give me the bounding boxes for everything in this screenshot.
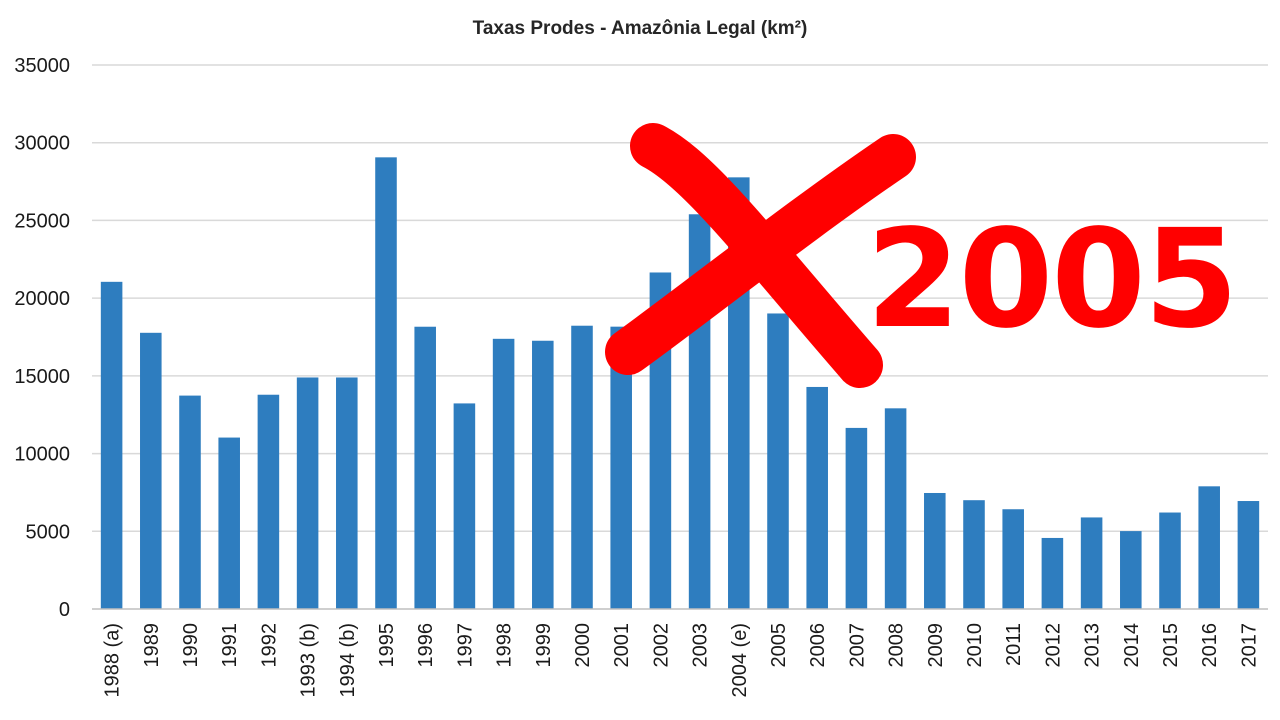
y-tick-label: 30000 [14,133,70,155]
x-tick-label: 2002 [650,623,672,668]
y-tick-label: 15000 [14,366,70,388]
bar-1999 [532,340,554,609]
bar-2007 [845,427,868,609]
y-tick-label: 10000 [14,444,70,466]
bar-2013 [1080,517,1103,609]
bar-2000 [571,325,593,609]
x-tick-label: 2001 [611,623,633,668]
bar-2014 [1120,531,1142,609]
x-tick-label: 1996 [415,623,437,668]
x-tick-label: 2010 [964,623,986,668]
annotation-overlay: 2005 [605,123,1239,388]
x-tick-label: 1990 [180,623,202,668]
bar-1994-b [336,377,358,609]
bar-1993-b [296,377,319,609]
x-tick-label: 2017 [1238,623,1260,668]
bar-2001 [610,326,632,609]
x-tick-label: 1995 [376,623,398,668]
bar-1997 [453,403,476,609]
x-tick-label: 2005 [768,623,790,668]
x-tick-label: 2007 [846,623,868,668]
y-axis: 0 5000 10000 15000 20000 25000 30000 35000 [14,55,70,621]
x-tick-label: 2004 (e) [729,623,751,698]
bar-2005 [767,313,789,609]
bar-2015 [1159,512,1181,609]
bar-2010 [963,500,985,609]
x-axis: 1988 (a) 1989 1990 1991 1992 1993 (b) 1994 (b)… [92,608,1268,698]
x-tick-label: 1997 [454,623,476,668]
bars [100,157,1260,610]
x-tick-label: 2006 [807,623,829,668]
x-tick-label: 2008 [886,623,908,668]
x-tick-label: 2015 [1160,623,1182,668]
x-tick-label: 2016 [1199,623,1221,668]
bar-2008 [884,408,907,609]
bar-2011 [1002,509,1024,609]
bar-1996 [414,326,436,609]
x-tick-label: 2011 [1003,623,1025,666]
bar-1991 [218,437,240,609]
y-tick-label: 35000 [14,55,70,77]
bar-2009 [924,492,946,609]
x-tick-label: 1992 [258,623,280,668]
y-tick-label: 0 [59,599,70,621]
y-tick-label: 25000 [14,210,70,232]
x-tick-label: 1993 (b) [298,623,320,698]
bar-1988-a [100,281,123,609]
y-tick-label: 20000 [14,288,70,310]
bar-1992 [257,394,280,609]
x-tick-label: 1994 (b) [337,623,359,698]
chart-title: Taxas Prodes - Amazônia Legal (km²) [473,18,808,39]
x-tick-label: 1988 (a) [102,623,124,698]
bar-2012 [1041,537,1064,609]
x-tick-label: 2009 [925,623,947,668]
bar-1998 [492,338,515,609]
x-tick-label: 2012 [1042,623,1064,668]
x-tick-label: 2014 [1121,623,1143,668]
bar-1989 [140,332,162,609]
bar-2006 [806,386,828,609]
x-tick-label: 1998 [494,623,516,668]
annotation-year-text: 2005 [866,201,1237,359]
bar-1990 [179,395,201,609]
bar-2016 [1198,486,1220,609]
cross-mark-icon [605,123,916,388]
x-tick-label: 1989 [141,623,163,668]
x-tick-label: 2003 [690,623,712,668]
x-tick-label: 1999 [533,623,555,668]
cross-mark-stroke-2 [605,134,916,375]
x-tick-label: 2013 [1082,623,1104,668]
y-tick-label: 5000 [26,521,71,543]
x-tick-label: 2000 [572,623,594,668]
cross-mark-stroke-1 [630,123,883,388]
bar-1995 [375,157,397,609]
x-tick-label: 1991 [219,623,241,668]
bar-2017 [1237,501,1260,609]
